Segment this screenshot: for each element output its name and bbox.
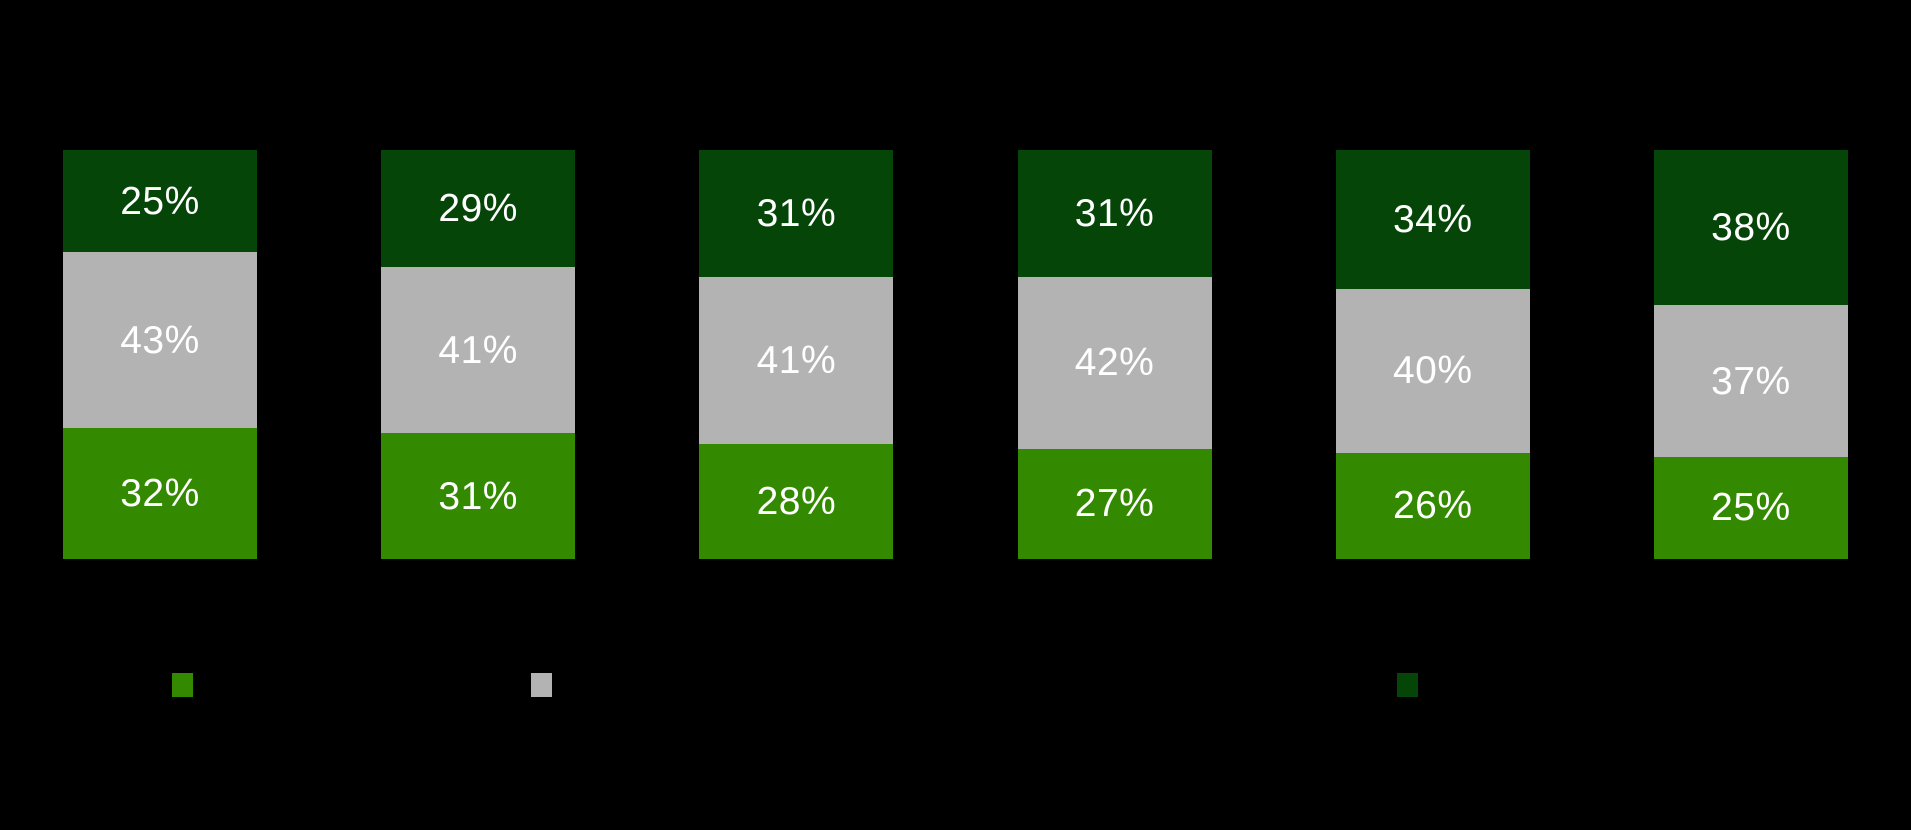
bar-column-2: 29% 41% 31% xyxy=(381,150,576,559)
plot-area: 25% 43% 32% 29% 41% 31% 31% 41% 28% 31% 42% 27% 34% 4… xyxy=(63,150,1848,560)
bottom-green-segment: 27% xyxy=(1017,448,1212,560)
segment-value-label: 31% xyxy=(756,191,837,235)
segment-value-label: 41% xyxy=(438,328,518,372)
middle-gray-segment: 43% xyxy=(63,252,257,429)
top-dark-green-segment: 38% xyxy=(1653,150,1848,306)
bottom-green-segment: 26% xyxy=(1335,452,1530,559)
legend-swatch-green xyxy=(172,673,193,697)
bottom-green-segment: 28% xyxy=(699,444,894,559)
middle-gray-segment: 40% xyxy=(1335,289,1530,453)
segment-value-label: 41% xyxy=(756,339,837,383)
top-dark-green-segment: 34% xyxy=(1335,150,1530,290)
top-dark-green-segment: 31% xyxy=(699,150,894,277)
segment-value-label: 31% xyxy=(1074,191,1155,235)
segment-value-label: 42% xyxy=(1074,341,1155,385)
top-dark-green-segment: 25% xyxy=(63,150,257,253)
segment-value-label: 28% xyxy=(756,480,837,524)
middle-gray-segment: 41% xyxy=(699,276,894,445)
segment-value-label: 37% xyxy=(1711,359,1791,403)
segment-value-label: 25% xyxy=(120,179,200,223)
segment-value-label: 26% xyxy=(1392,484,1473,528)
bar-column-1: 25% 43% 32% xyxy=(63,150,257,559)
segment-value-label: 27% xyxy=(1074,482,1155,526)
segment-value-label: 29% xyxy=(438,187,518,231)
segment-value-label: 31% xyxy=(438,474,518,518)
legend xyxy=(0,673,1911,697)
segment-value-label: 32% xyxy=(120,472,200,516)
segment-value-label: 38% xyxy=(1711,206,1791,250)
segment-value-label: 40% xyxy=(1392,349,1473,393)
bottom-green-segment: 25% xyxy=(1653,456,1848,559)
middle-gray-segment: 41% xyxy=(381,267,576,434)
top-dark-green-segment: 29% xyxy=(381,150,576,268)
bar-column-3: 31% 41% 28% xyxy=(699,150,894,559)
middle-gray-segment: 42% xyxy=(1017,276,1212,449)
bottom-green-segment: 31% xyxy=(381,433,576,559)
top-dark-green-segment: 31% xyxy=(1017,150,1212,277)
segment-value-label: 25% xyxy=(1711,486,1791,530)
segment-value-label: 43% xyxy=(120,318,200,362)
middle-gray-segment: 37% xyxy=(1653,305,1848,457)
legend-swatch-dark-green xyxy=(1397,673,1418,697)
bar-column-4: 31% 42% 27% xyxy=(1017,150,1212,560)
bottom-green-segment: 32% xyxy=(63,428,257,559)
legend-swatch-gray xyxy=(531,673,552,697)
bar-column-5: 34% 40% 26% xyxy=(1335,150,1530,559)
bar-column-6: 38% 37% 25% xyxy=(1653,150,1848,559)
segment-value-label: 34% xyxy=(1392,198,1473,242)
